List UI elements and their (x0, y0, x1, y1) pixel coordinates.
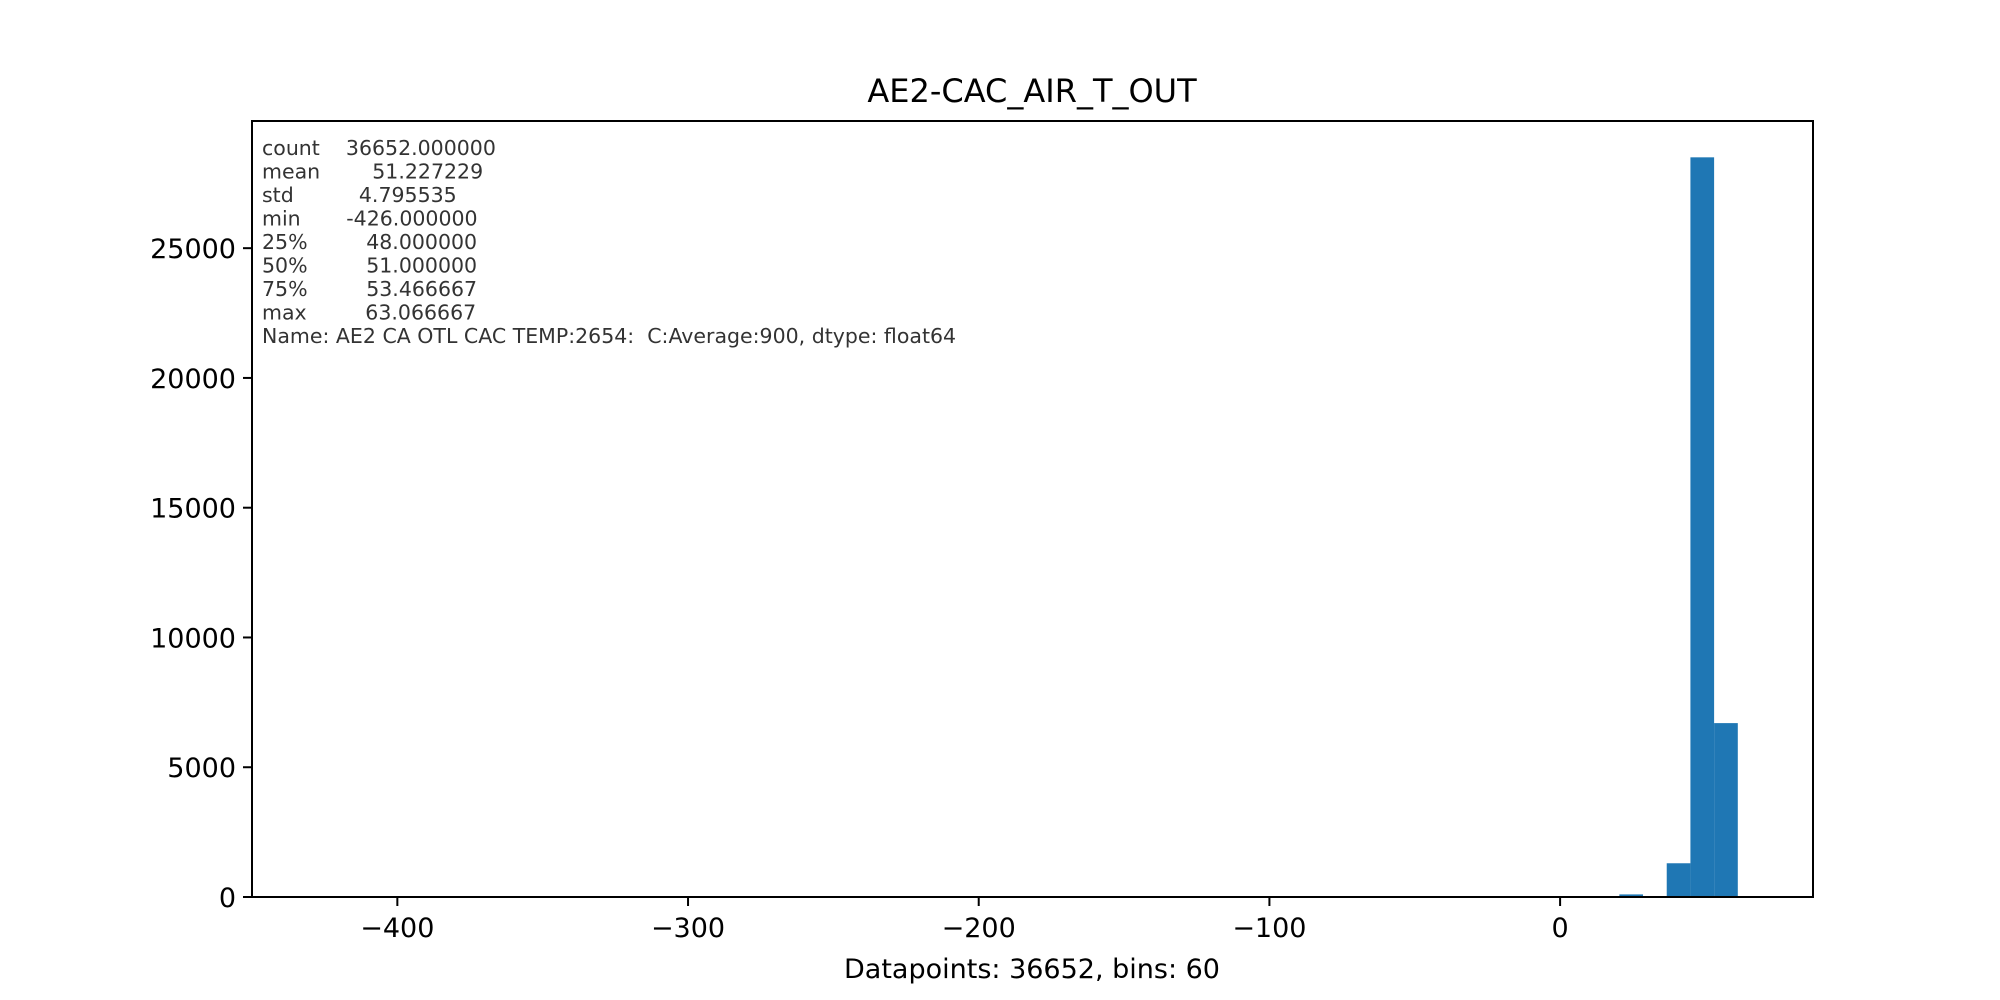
stats-annotation-line: 50% 51.000000 (262, 254, 477, 278)
y-axis: 0 5000 10000 15000 20000 25000 (150, 234, 252, 914)
chart-title: AE2-CAC_AIR_T_OUT (867, 72, 1197, 110)
x-tick-label: −200 (942, 913, 1016, 944)
y-tick-label: 0 (219, 883, 236, 914)
y-tick-label: 25000 (150, 234, 236, 265)
x-tick-label: 0 (1552, 913, 1569, 944)
x-axis-label: Datapoints: 36652, bins: 60 (844, 954, 1220, 985)
x-tick-label: −300 (651, 913, 725, 944)
plot-frame (251, 120, 1814, 898)
histogram-bar (1690, 157, 1715, 897)
y-tick-label: 20000 (150, 364, 236, 395)
x-axis: −400 −300 −200 −100 0 (360, 897, 1569, 944)
stats-annotation-line: 75% 53.466667 (262, 277, 477, 301)
stats-annotation-line: 25% 48.000000 (262, 230, 477, 254)
stats-annotation-line: count 36652.000000 (262, 136, 496, 160)
histogram-bar (1666, 863, 1691, 897)
y-tick-label: 10000 (150, 623, 236, 654)
stats-annotation-line: max 63.066667 (262, 301, 476, 325)
y-tick-label: 15000 (150, 494, 236, 525)
x-tick-label: −100 (1232, 913, 1306, 944)
histogram-bar (1619, 894, 1644, 897)
stats-annotation-line: mean 51.227229 (262, 160, 483, 184)
x-tick-label: −400 (360, 913, 434, 944)
histogram-bar (1714, 723, 1738, 897)
histogram-bars (1619, 157, 1738, 897)
y-tick-label: 5000 (167, 753, 236, 784)
stats-annotation-line: Name: AE2 CA OTL CAC TEMP:2654: C:Averag… (262, 324, 956, 348)
stats-annotation-line: min -426.000000 (262, 207, 478, 231)
stats-annotation-line: std 4.795535 (262, 183, 457, 207)
